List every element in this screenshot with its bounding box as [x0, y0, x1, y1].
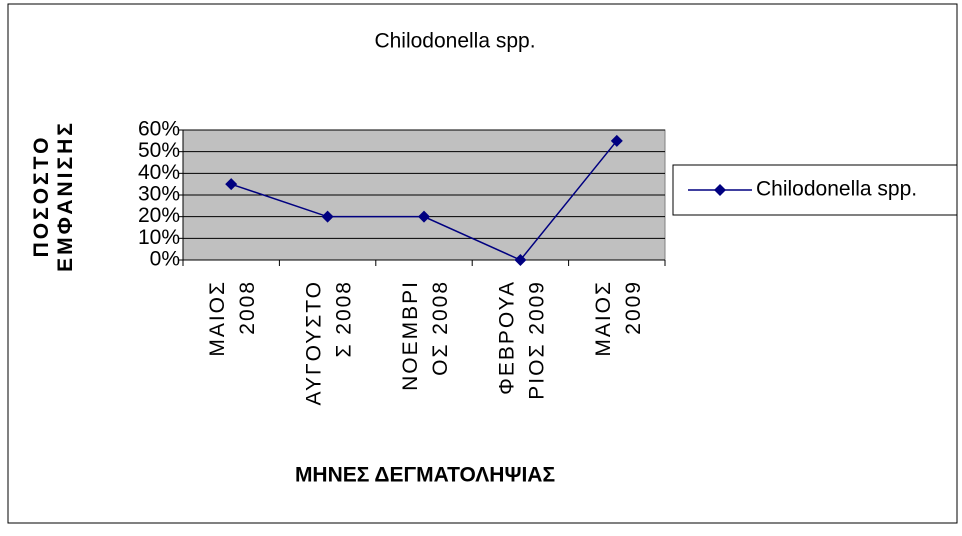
- y-tick-label: 40%: [138, 161, 180, 184]
- y-tick-label: 30%: [138, 183, 180, 206]
- data-point: [610, 134, 623, 147]
- y-tick-label: 50%: [138, 139, 180, 162]
- data-point: [514, 254, 527, 266]
- y-tick-label: 60%: [138, 118, 180, 141]
- chart-title: Chilodonella spp.: [374, 30, 535, 53]
- x-axis-title: ΜΗΝΕΣ ΔΕΓΜΑΤΟΛΗΨΙΑΣ: [295, 464, 555, 487]
- y-tick-label: 20%: [138, 204, 180, 227]
- chart-border: [7, 3, 958, 524]
- legend-marker: [714, 184, 726, 196]
- x-tick-label: ΦΕΒΡΟΥΑ ΡΙΟΣ 2009: [495, 280, 548, 400]
- data-point: [418, 210, 430, 223]
- data-point: [321, 210, 334, 223]
- x-tick-label: ΜΑΙΟΣ 2008: [206, 280, 259, 357]
- y-tick-label: 0%: [150, 248, 180, 271]
- x-tick-label: ΜΑΙΟΣ 2009: [591, 280, 644, 357]
- data-point: [225, 178, 238, 191]
- y-tick-label: 10%: [138, 226, 180, 249]
- x-tick-label: ΝΟΕΜΒΡΙ ΟΣ 2008: [399, 280, 452, 391]
- legend-label: Chilodonella spp.: [756, 178, 917, 201]
- y-axis-title: ΠΟΣΟΣΤΟΕΜΦΑΝΙΣΗΣ: [30, 120, 77, 272]
- x-tick-label: ΑΥΓΟΥΣΤΟ Σ 2008: [302, 280, 355, 405]
